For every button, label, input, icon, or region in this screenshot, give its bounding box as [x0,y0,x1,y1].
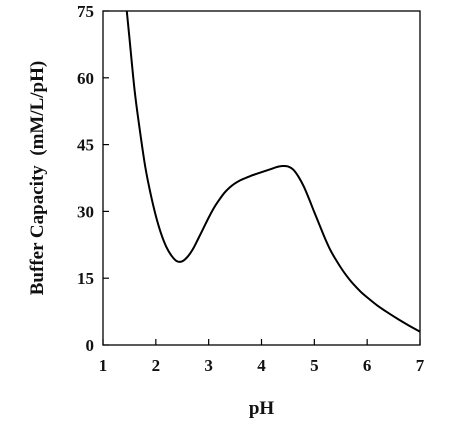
plot-frame [102,10,421,346]
y-tick-label: 0 [86,336,95,355]
plot-border [102,10,421,346]
x-tick-label: 4 [257,356,266,375]
y-axis-ticks: 0 15 30 45 60 75 [77,2,109,355]
y-tick-label: 60 [77,69,94,88]
series-layer [125,11,420,333]
x-axis-ticks: 1 2 3 4 5 6 7 [99,339,425,375]
x-axis-label: pH [249,398,275,419]
y-tick-label: 30 [77,202,94,221]
x-tick-label: 2 [152,356,161,375]
y-tick-label: 15 [77,269,94,288]
x-tick-label: 1 [99,356,108,375]
x-tick-label: 5 [310,356,319,375]
x-tick-label: 6 [363,356,372,375]
y-tick-label: 75 [77,2,94,21]
x-tick-label: 7 [416,356,425,375]
y-axis-label: Buffer Capacity (mM/L/pH) [27,61,48,296]
x-tick-label: 3 [204,356,213,375]
y-tick-label: 45 [77,136,94,155]
buffer-capacity-line [125,11,420,333]
